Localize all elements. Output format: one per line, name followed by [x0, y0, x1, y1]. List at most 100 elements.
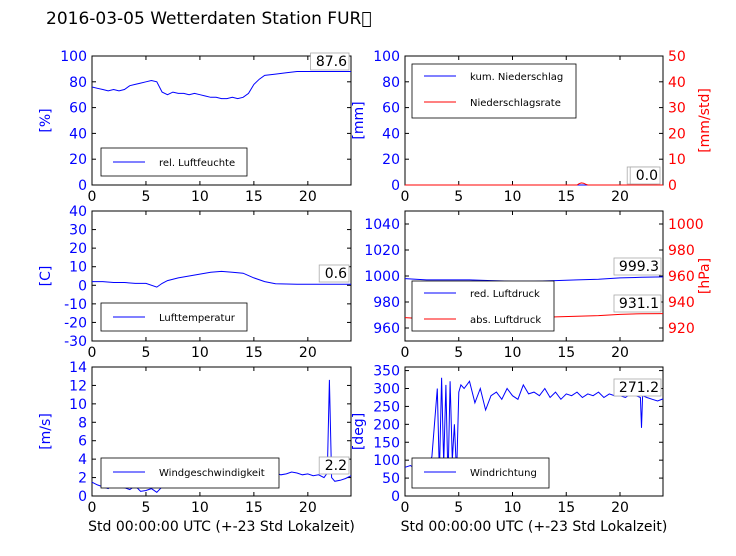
- annotation-3: 0.6: [325, 266, 347, 282]
- x-tick-label-6: 10: [504, 500, 522, 516]
- y-axis-label-5: [m/s]: [38, 413, 54, 450]
- y-tick-label-3: 0: [78, 278, 87, 294]
- y-tick-label-3: -20: [64, 315, 87, 331]
- legend-label-6-1: Windrichtung: [470, 468, 537, 479]
- x-tick-label-4: 10: [504, 345, 522, 361]
- y-tick-label-2: 100: [373, 49, 400, 65]
- y-axis-label-3: [C]: [38, 266, 54, 287]
- y-tick-label-4: 1000: [364, 269, 400, 285]
- x-tick-label-6: 0: [401, 500, 410, 516]
- legend-label-2-2: Niederschlagsrate: [470, 98, 561, 109]
- y2-tick-label-4: 980: [668, 243, 695, 259]
- x-tick-label-4: 15: [557, 345, 575, 361]
- y-tick-label-5: 12: [69, 378, 87, 394]
- y-tick-label-1: 40: [69, 126, 87, 142]
- y-tick-label-6: 100: [373, 453, 400, 469]
- legend-box-5: [100, 457, 280, 489]
- y-tick-label-5: 0: [78, 489, 87, 505]
- x-tick-label-1: 5: [141, 189, 150, 205]
- y-tick-label-6: 50: [382, 471, 400, 487]
- y-tick-label-4: 960: [373, 321, 400, 337]
- plot-frame-1: [91, 55, 352, 186]
- figure-title: 2016-03-05 Wetterdaten Station FUR : [46, 9, 372, 29]
- x-tick-label-5: 20: [299, 500, 317, 516]
- y-tick-label-5: 10: [69, 397, 87, 413]
- x-tick-label-6: 5: [454, 500, 463, 516]
- y-axis-label-1: [%]: [38, 108, 54, 132]
- y-tick-label-2: 40: [382, 126, 400, 142]
- series-line-2-2: [405, 182, 663, 186]
- y-tick-label-1: 20: [69, 152, 87, 168]
- legend-label-1-1: rel. Luftfeuchte: [159, 158, 235, 169]
- x-tick-label-5: 0: [88, 500, 97, 516]
- y-tick-label-6: 150: [373, 435, 400, 451]
- legend-box-4: [411, 280, 555, 332]
- y2-tick-label-4: 920: [668, 321, 695, 337]
- annotation-6: 271.2: [619, 380, 659, 396]
- y-tick-label-3: 20: [69, 241, 87, 257]
- x-tick-label-1: 15: [245, 189, 263, 205]
- y2-axis-label-2: [mm/std]: [697, 88, 713, 153]
- annotation-6-box: [613, 378, 662, 397]
- x-tick-label-3: 5: [141, 345, 150, 361]
- y-tick-label-5: 2: [78, 471, 87, 487]
- y2-tick-label-2: 30: [668, 101, 686, 117]
- y-tick-label-6: 250: [373, 399, 400, 415]
- x-tick-label-2: 10: [504, 189, 522, 205]
- plot-frame-3: [91, 210, 352, 342]
- y-tick-label-5: 14: [69, 360, 87, 376]
- annotation2-2-box: [629, 166, 661, 185]
- x-tick-label-1: 0: [88, 189, 97, 205]
- annotation2-4: 931.1: [619, 296, 659, 312]
- y-tick-label-6: 200: [373, 417, 400, 433]
- y-axis-label-6: [deg]: [351, 413, 367, 450]
- annotation-5: 2.2: [325, 458, 347, 474]
- legend-box-6: [411, 457, 550, 489]
- x-tick-label-4: 5: [454, 345, 463, 361]
- y-tick-label-3: 40: [69, 204, 87, 220]
- x-tick-label-5: 5: [141, 500, 150, 516]
- series-line-6-1: [404, 377, 664, 482]
- y-tick-label-4: 980: [373, 295, 400, 311]
- x-tick-label-3: 0: [88, 345, 97, 361]
- x-tick-label-4: 0: [401, 345, 410, 361]
- legend-label-5-1: Windgeschwindigkeit: [159, 468, 265, 479]
- annotation-3-box: [318, 264, 350, 283]
- series-line-4-1: [404, 276, 664, 282]
- y-tick-label-2: 0: [391, 178, 400, 194]
- y-tick-label-5: 8: [78, 415, 87, 431]
- x-axis-label-6: Std 00:00:00 UTC (+-23 Std Lokalzeit): [401, 519, 668, 535]
- y2-tick-label-2: 40: [668, 75, 686, 91]
- y-tick-label-1: 80: [69, 75, 87, 91]
- y2-tick-label-2: 10: [668, 152, 686, 168]
- y2-tick-label-2: 20: [668, 126, 686, 142]
- plot-frame-6: [404, 366, 664, 497]
- y-tick-label-1: 0: [78, 178, 87, 194]
- legend-box-2: [411, 63, 577, 119]
- annotation-1-box: [310, 52, 350, 71]
- legend-label-4-2: abs. Luftdruck: [470, 315, 541, 326]
- y-tick-label-2: 60: [382, 101, 400, 117]
- x-tick-label-5: 10: [191, 500, 209, 516]
- y2-tick-label-2: 0: [668, 178, 677, 194]
- y2-tick-label-4: 940: [668, 295, 695, 311]
- y-tick-label-4: 1020: [364, 243, 400, 259]
- y2-tick-label-4: 1000: [668, 217, 704, 233]
- legend-label-4-1: red. Luftdruck: [470, 289, 540, 300]
- x-tick-label-6: 15: [557, 500, 575, 516]
- y-tick-label-3: -30: [64, 334, 87, 350]
- y-axis-label-2: [mm]: [351, 101, 367, 139]
- x-tick-label-5: 15: [245, 500, 263, 516]
- y2-tick-label-2: 50: [668, 49, 686, 65]
- x-tick-label-6: 20: [611, 500, 629, 516]
- x-tick-label-3: 20: [299, 345, 317, 361]
- y-tick-label-2: 20: [382, 152, 400, 168]
- x-tick-label-1: 10: [191, 189, 209, 205]
- x-tick-label-3: 15: [245, 345, 263, 361]
- y-tick-label-3: 30: [69, 223, 87, 239]
- x-tick-label-4: 20: [611, 345, 629, 361]
- x-tick-label-3: 10: [191, 345, 209, 361]
- y-tick-label-1: 100: [60, 49, 87, 65]
